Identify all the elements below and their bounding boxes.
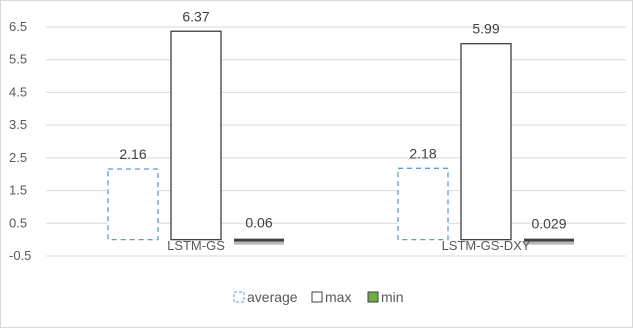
legend-label-average: average: [247, 289, 298, 305]
y-tick-label: 5.5: [9, 52, 27, 67]
x-axis: LSTM-GS LSTM-GS-DXY: [167, 238, 531, 253]
y-tick-label: 4.5: [9, 84, 27, 99]
data-label: 6.37: [182, 8, 209, 24]
y-tick-label: 6.5: [9, 19, 27, 34]
bar-min-shadow: [234, 241, 284, 245]
y-axis: 6.5 5.5 4.5 3.5 2.5 1.5 0.5 -0.5: [9, 19, 31, 263]
legend-label-max: max: [325, 289, 351, 305]
legend-swatch-min: [367, 291, 379, 303]
bar-min: [234, 238, 284, 242]
legend: average max min: [233, 289, 404, 305]
y-tick-label: 0.5: [9, 215, 27, 230]
x-tick-label: LSTM-GS-DXY: [442, 238, 531, 253]
data-label: 5.99: [472, 21, 499, 37]
x-tick-label: LSTM-GS: [167, 238, 225, 253]
bars: [107, 30, 574, 245]
y-tick-label: 1.5: [9, 183, 27, 198]
bar-average: [107, 168, 159, 241]
data-labels: 2.16 6.37 0.06 2.18 5.99 0.029: [119, 8, 566, 231]
data-label: 2.18: [409, 145, 436, 161]
legend-label-min: min: [381, 289, 404, 305]
legend-swatch-max: [311, 291, 323, 303]
y-tick-label: 3.5: [9, 117, 27, 132]
bar-max: [170, 30, 222, 241]
bar-average: [397, 167, 449, 241]
bar-min-shadow: [524, 241, 574, 245]
data-label: 0.029: [531, 216, 566, 232]
legend-swatch-average: [233, 291, 245, 303]
data-label: 0.06: [245, 215, 272, 231]
bar-min: [524, 238, 574, 242]
y-tick-label: -0.5: [9, 248, 31, 263]
y-tick-label: 2.5: [9, 150, 27, 165]
bar-max: [460, 43, 512, 241]
data-label: 2.16: [119, 146, 146, 162]
